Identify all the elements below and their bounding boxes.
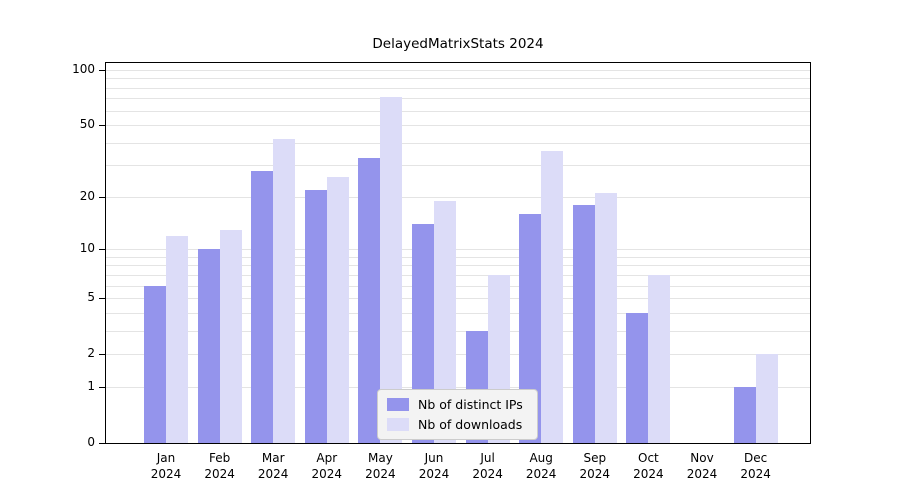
- y-tick-label: 5: [87, 290, 95, 305]
- gridline: [106, 249, 810, 251]
- x-tick-label-mar: Mar 2024: [257, 451, 289, 481]
- gridline: [106, 386, 810, 388]
- legend-swatch-distinct-ips: [387, 398, 409, 411]
- y-tick-label: 100: [72, 62, 95, 76]
- y-tick-mark: [99, 249, 105, 251]
- x-tick-label-dec: Dec 2024: [740, 451, 771, 481]
- gridline: [106, 125, 810, 127]
- bar-distinct-ips-dec: [733, 387, 756, 443]
- legend-item-distinct-ips: Nb of distinct IPs: [387, 397, 523, 412]
- gridline: [106, 87, 810, 89]
- gridline: [106, 70, 810, 71]
- legend-label-distinct-ips: Nb of distinct IPs: [418, 397, 523, 412]
- legend: Nb of distinct IPs Nb of downloads: [377, 389, 538, 440]
- bar-downloads-jun: [434, 201, 456, 443]
- bar-distinct-ips-feb: [197, 249, 220, 443]
- y-tick-label: 10: [79, 241, 95, 256]
- gridline: [106, 165, 810, 167]
- gridline: [106, 196, 810, 198]
- bar-downloads-oct: [648, 275, 671, 443]
- y-tick-mark: [99, 354, 105, 356]
- x-tick-label-jan: Jan 2024: [150, 451, 182, 481]
- x-tick-label-feb: Feb 2024: [204, 451, 235, 481]
- legend-label-downloads: Nb of downloads: [418, 417, 523, 432]
- bar-downloads-mar: [273, 139, 296, 443]
- x-tick-label-sep: Sep 2024: [579, 451, 611, 481]
- y-tick-mark: [99, 298, 105, 300]
- y-tick-mark: [99, 196, 105, 198]
- bar-distinct-ips-mar: [251, 171, 274, 443]
- gridline: [106, 78, 810, 80]
- x-tick-label-jul: Jul 2024: [472, 451, 503, 481]
- bar-distinct-ips-apr: [304, 190, 327, 443]
- gridline: [106, 98, 810, 100]
- legend-item-downloads: Nb of downloads: [387, 417, 523, 432]
- bar-downloads-dec: [755, 354, 778, 443]
- y-tick-label: 1: [87, 378, 95, 393]
- chart-title: DelayedMatrixStats 2024: [372, 36, 544, 52]
- y-tick-label: 0: [87, 435, 95, 449]
- bar-downloads-apr: [326, 177, 349, 443]
- bar-distinct-ips-oct: [626, 313, 649, 443]
- gridline: [106, 142, 810, 144]
- legend-swatch-downloads: [387, 418, 409, 431]
- bar-downloads-jan: [166, 236, 188, 443]
- x-tick-label-jun: Jun 2024: [418, 451, 450, 481]
- bar-distinct-ips-sep: [572, 205, 595, 443]
- bar-downloads-feb: [219, 230, 242, 443]
- y-tick-mark: [99, 70, 105, 71]
- bar-downloads-sep: [594, 193, 617, 443]
- bar-distinct-ips-aug: [519, 214, 542, 443]
- bar-distinct-ips-jun: [412, 224, 434, 443]
- y-tick-label: 20: [79, 188, 95, 203]
- x-tick-label-may: May 2024: [365, 451, 396, 481]
- bar-downloads-may: [380, 97, 403, 443]
- gridline: [106, 274, 810, 276]
- bar-downloads-aug: [541, 151, 564, 443]
- x-tick-label-nov: Nov 2024: [686, 451, 718, 481]
- gridline: [106, 312, 810, 314]
- gridline: [106, 265, 810, 267]
- y-tick-mark: [99, 125, 105, 127]
- y-tick-mark: [99, 386, 105, 388]
- gridline: [106, 298, 810, 300]
- bar-distinct-ips-jan: [144, 286, 166, 443]
- gridline: [106, 330, 810, 332]
- gridline: [106, 285, 810, 287]
- gridline: [106, 256, 810, 258]
- y-tick-label: 2: [87, 346, 95, 361]
- gridline: [106, 354, 810, 356]
- y-tick-mark: [99, 443, 105, 444]
- x-tick-label-oct: Oct 2024: [633, 451, 664, 481]
- y-tick-label: 50: [79, 117, 95, 132]
- bar-distinct-ips-may: [358, 158, 381, 443]
- x-tick-label-apr: Apr 2024: [311, 451, 343, 481]
- gridline: [106, 110, 810, 112]
- x-tick-label-aug: Aug 2024: [525, 451, 557, 481]
